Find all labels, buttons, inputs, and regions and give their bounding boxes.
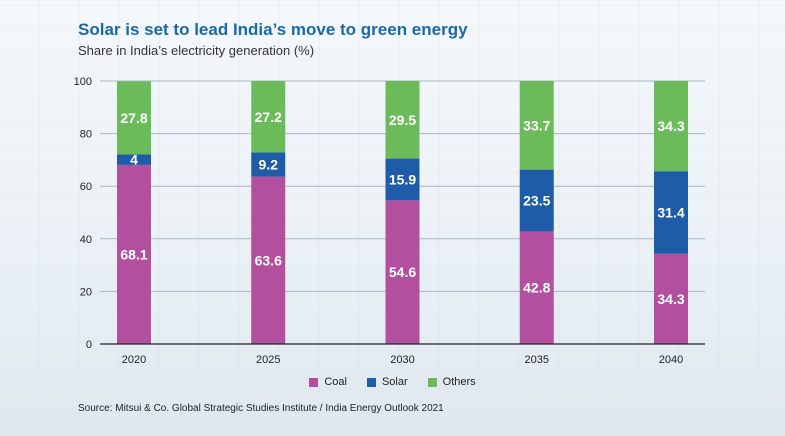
- legend-item-solar: Solar: [366, 376, 408, 388]
- source-note: Source: Mitsui & Co. Global Strategic St…: [78, 403, 444, 414]
- y-tick-label-100: 100: [74, 76, 92, 88]
- data-label-others-2040: 34.3: [657, 118, 684, 134]
- y-tick-label-60: 60: [80, 181, 92, 193]
- data-label-solar-2040: 31.4: [657, 205, 684, 221]
- data-label-solar-2025: 9.2: [259, 157, 279, 173]
- bar-others-2020: [117, 81, 151, 155]
- x-tick-label-2040: 2040: [659, 354, 683, 366]
- bar-solar-2020: [117, 154, 151, 165]
- legend-swatch-coal: [309, 377, 319, 387]
- chart-title: Solar is set to lead India’s move to gre…: [78, 20, 468, 39]
- data-label-coal-2025: 63.6: [255, 252, 282, 268]
- legend-swatch-solar: [366, 377, 376, 387]
- bar-coal-2020: [117, 164, 151, 344]
- data-label-others-2020: 27.8: [120, 110, 147, 126]
- data-label-solar-2035: 23.5: [523, 193, 550, 209]
- data-label-coal-2040: 34.3: [657, 291, 684, 307]
- legend-label-others: Others: [442, 376, 476, 388]
- x-tick-label-2025: 2025: [256, 354, 280, 366]
- data-label-others-2025: 27.2: [255, 109, 282, 125]
- data-label-solar-2030: 15.9: [389, 171, 416, 187]
- y-tick-label-80: 80: [80, 129, 92, 141]
- bar-coal-2035: [519, 231, 554, 344]
- legend-item-others: Others: [427, 376, 476, 388]
- bar-coal-2030: [385, 200, 420, 344]
- legend: Coal Solar Others: [0, 376, 785, 388]
- data-label-solar-2020: 4: [130, 152, 138, 168]
- chart-subtitle: Share in India’s electricity generation …: [78, 43, 315, 58]
- bar-others-2035: [519, 81, 554, 170]
- bar-others-2030: [385, 81, 420, 159]
- legend-label-solar: Solar: [381, 376, 408, 388]
- x-tick-label-2035: 2035: [525, 354, 549, 366]
- bar-solar-2030: [385, 158, 420, 201]
- bar-others-2040: [654, 81, 688, 172]
- bar-coal-2025: [251, 176, 286, 344]
- bar-coal-2040: [654, 253, 688, 344]
- y-tick-label-40: 40: [80, 234, 92, 246]
- bar-solar-2025: [251, 152, 286, 177]
- data-label-coal-2030: 54.6: [389, 264, 416, 280]
- x-tick-label-2020: 2020: [122, 354, 146, 366]
- y-tick-label-0: 0: [86, 339, 92, 351]
- legend-swatch-others: [427, 377, 437, 387]
- legend-label-coal: Coal: [324, 376, 347, 388]
- x-tick-label-2030: 2030: [390, 354, 414, 366]
- data-label-coal-2020: 68.1: [120, 246, 147, 262]
- legend-item-coal: Coal: [309, 376, 347, 388]
- bar-others-2025: [251, 81, 286, 153]
- data-label-others-2035: 33.7: [523, 117, 550, 133]
- bar-solar-2035: [519, 169, 554, 232]
- bar-solar-2040: [654, 171, 688, 254]
- data-label-coal-2035: 42.8: [523, 280, 550, 296]
- data-label-others-2030: 29.5: [389, 112, 416, 128]
- y-tick-label-20: 20: [80, 286, 92, 298]
